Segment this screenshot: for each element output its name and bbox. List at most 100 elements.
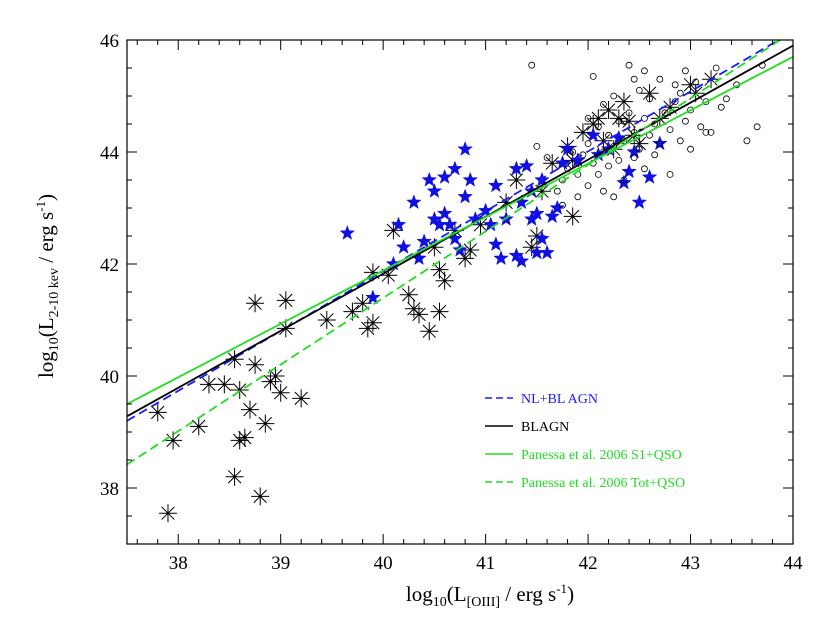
circle-point <box>651 151 659 159</box>
star-point <box>508 160 525 176</box>
y-label-unit: / erg s <box>34 212 58 268</box>
asterisk-point <box>379 266 398 285</box>
star-point <box>462 171 479 187</box>
star-point <box>549 199 566 215</box>
y-label-sup: -1 <box>33 201 48 212</box>
circle-point <box>635 87 643 94</box>
asterisk-point <box>497 193 516 212</box>
legend-label: Panessa et al. 2006 S1+QSO <box>521 448 682 463</box>
circle-point <box>753 123 761 131</box>
star-point <box>585 126 601 142</box>
circle-point <box>584 140 592 148</box>
circle-point <box>610 92 618 100</box>
asterisk-point <box>276 291 295 310</box>
y-label-rest: (L <box>34 317 58 337</box>
circle-point <box>543 154 551 162</box>
plot-frame <box>126 39 794 545</box>
asterisk-point <box>445 221 464 240</box>
asterisk-point <box>614 92 633 111</box>
star-point <box>493 250 509 266</box>
y-tick-label: 42 <box>100 255 119 276</box>
asterisk-point <box>640 84 659 103</box>
asterisk-point <box>225 350 244 369</box>
circle-point <box>666 126 674 134</box>
circle-point <box>589 73 597 80</box>
x-tick-label: 44 <box>784 553 804 574</box>
star-point <box>339 224 356 240</box>
star-point <box>416 233 432 249</box>
circle-point <box>676 137 684 145</box>
asterisk-point <box>246 294 265 313</box>
y-tick-label: 40 <box>100 367 119 388</box>
circle-point <box>553 187 561 195</box>
circle-point <box>723 95 730 103</box>
asterisk-point <box>589 109 608 128</box>
star-point <box>631 194 648 210</box>
circle-point <box>697 123 705 131</box>
legend: NL+BL AGN BLAGN Panessa et al. 2006 S1+QSO… <box>485 392 685 491</box>
star-point <box>513 252 530 268</box>
asterisk-point <box>215 375 234 394</box>
asterisk-point <box>430 260 449 279</box>
star-point <box>457 188 473 204</box>
asterisk-point <box>363 313 382 332</box>
asterisk-point <box>620 112 639 131</box>
star-point <box>406 194 422 210</box>
y-label-sub2: 2-10 kev <box>47 268 62 317</box>
star-point <box>395 238 412 254</box>
circle-point <box>671 81 679 89</box>
asterisk-point <box>199 375 218 394</box>
circle-point <box>625 109 633 117</box>
circle-point <box>641 115 648 122</box>
asterisk-point <box>363 263 382 282</box>
x-tick-label: 40 <box>374 553 393 574</box>
star-point <box>626 143 642 159</box>
star-point <box>529 244 545 260</box>
asterisk-point <box>599 101 618 119</box>
x-tick-label: 41 <box>476 553 495 574</box>
circle-point <box>615 117 623 125</box>
asterisk-point <box>435 271 454 290</box>
star-point <box>421 171 438 187</box>
legend-label: BLAGN <box>521 420 569 435</box>
x-tick-label: 39 <box>271 553 290 574</box>
circle-point <box>594 170 602 178</box>
circle-point <box>605 131 612 139</box>
x-label-end: ) <box>567 582 574 606</box>
star-point <box>436 205 453 221</box>
star-point <box>488 236 504 252</box>
x-label-main: log <box>406 582 433 606</box>
circle-point <box>559 201 566 209</box>
asterisk-point <box>384 221 403 240</box>
y-axis-label: log10(L2-10 kev / erg s-1) <box>33 194 62 378</box>
circle-point <box>605 162 612 170</box>
asterisk-point <box>164 431 183 450</box>
asterisk-point <box>573 123 592 142</box>
asterisk-point <box>456 249 475 268</box>
circle-point <box>610 193 618 201</box>
star-point <box>652 135 668 151</box>
asterisk-point <box>461 241 480 259</box>
star-point <box>482 216 499 232</box>
asterisk-point <box>532 182 551 201</box>
asterisk-point <box>522 238 541 257</box>
asterisk-point <box>681 75 700 94</box>
circle-point <box>702 128 710 136</box>
circle-point <box>712 64 720 72</box>
circle-point <box>584 115 592 122</box>
star-point <box>488 177 504 193</box>
asterisk-point <box>230 431 249 450</box>
asterisk-point <box>225 467 244 486</box>
star-point <box>436 168 453 184</box>
fit-lines-layer <box>127 40 793 466</box>
asterisk-point <box>230 381 249 399</box>
circle-point <box>641 67 648 75</box>
star-point <box>518 157 535 173</box>
asterisk-series <box>148 70 721 523</box>
asterisk-point <box>543 154 562 173</box>
star-point <box>457 140 473 156</box>
asterisk-point <box>661 98 680 117</box>
star-point <box>641 168 658 184</box>
y-label-main: log <box>34 351 58 378</box>
